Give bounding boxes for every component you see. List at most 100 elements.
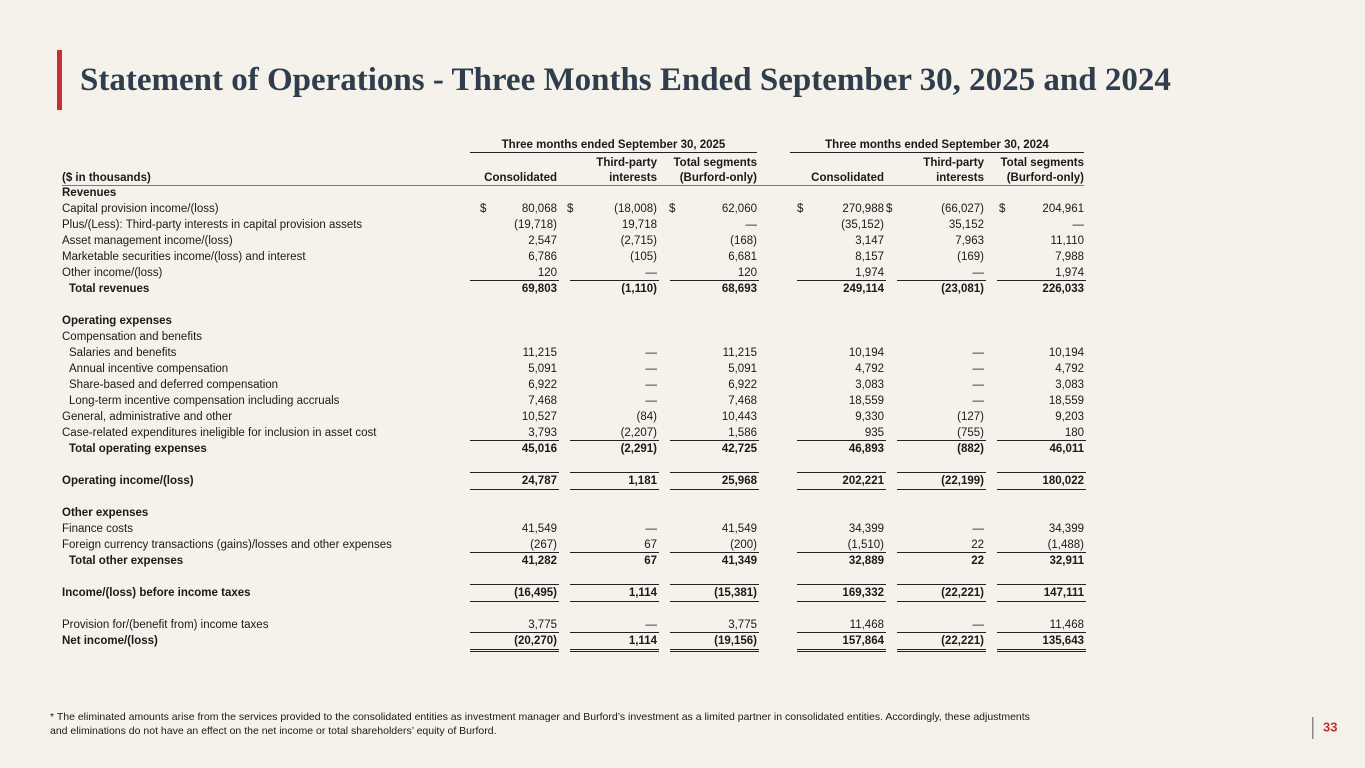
cell-value: 8,157 — [855, 251, 884, 263]
row-label: Salaries and benefits — [69, 347, 177, 359]
cell-value: (16,495) — [514, 587, 557, 599]
cell-value: 120 — [738, 267, 757, 279]
cell-value: 19,718 — [622, 219, 657, 231]
cell-value: 1,974 — [1055, 267, 1084, 279]
cell-value: 6,922 — [528, 379, 557, 391]
currency-symbol: $ — [669, 203, 676, 215]
row-label: Asset management income/(loss) — [62, 235, 233, 247]
cell-value: 5,091 — [528, 363, 557, 375]
footnote: and eliminations do not have an effect o… — [50, 725, 497, 737]
cell-value: (35,152) — [841, 219, 884, 231]
cell-value: 46,011 — [1049, 443, 1084, 455]
row-label: Foreign currency transactions (gains)/lo… — [62, 539, 392, 551]
currency-symbol: $ — [480, 203, 487, 215]
cell-value: 1,586 — [728, 427, 757, 439]
cell-value: 6,681 — [728, 251, 757, 263]
cell-value: 7,963 — [955, 235, 984, 247]
cell-value: 6,922 — [728, 379, 757, 391]
cell-value: 3,083 — [1055, 379, 1084, 391]
cell-value: (15,381) — [714, 587, 757, 599]
cell-value: 204,961 — [1042, 203, 1084, 215]
cell-value: 135,643 — [1042, 635, 1084, 647]
cell-value: (169) — [957, 251, 984, 263]
cell-value: (23,081) — [941, 283, 984, 295]
cell-value: 32,889 — [849, 555, 884, 567]
row-label: Annual incentive compensation — [69, 363, 228, 375]
row-label: Total revenues — [69, 283, 149, 295]
column-header: Consolidated — [484, 172, 557, 184]
currency-symbol: $ — [886, 203, 893, 215]
cell-value: 11,468 — [850, 619, 884, 631]
cell-value: 80,068 — [522, 203, 557, 215]
cell-value: 2,547 — [528, 235, 557, 247]
cell-value: 9,203 — [1055, 411, 1084, 423]
cell-value: 25,968 — [722, 475, 758, 487]
cell-value: 180 — [1065, 427, 1084, 439]
row-label: Capital provision income/(loss) — [62, 203, 219, 215]
row-label: Plus/(Less): Third-party interests in ca… — [62, 219, 362, 231]
column-header: Third-party — [596, 157, 657, 169]
cell-value: 1,114 — [629, 587, 658, 599]
cell-value: 7,468 — [728, 395, 757, 407]
cell-value: 3,083 — [855, 379, 884, 391]
cell-value: 11,468 — [1050, 619, 1084, 631]
row-label: Total other expenses — [69, 555, 183, 567]
cell-value: 32,911 — [1049, 555, 1084, 567]
row-label: Net income/(loss) — [62, 635, 158, 647]
cell-value: (66,027) — [941, 203, 984, 215]
cell-value: 18,559 — [1049, 395, 1084, 407]
cell-value: 24,787 — [522, 475, 557, 487]
cell-value: 69,803 — [522, 283, 557, 295]
cell-value: 10,527 — [522, 411, 557, 423]
footnote: * The eliminated amounts arise from the … — [50, 711, 1030, 723]
cell-value: 4,792 — [1055, 363, 1084, 375]
cell-value: — — [1073, 219, 1085, 231]
cell-value: 3,775 — [728, 619, 757, 631]
cell-value: — — [973, 363, 985, 375]
cell-value: (18,008) — [614, 203, 657, 215]
column-header: interests — [936, 172, 984, 184]
cell-value: — — [973, 619, 985, 631]
row-label: General, administrative and other — [62, 411, 232, 423]
cell-value: 1,181 — [628, 475, 657, 487]
row-label: Other expenses — [62, 507, 148, 519]
cell-value: (1,510) — [848, 539, 885, 551]
cell-value: 10,194 — [1049, 347, 1085, 359]
cell-value: 7,468 — [528, 395, 557, 407]
cell-value: — — [646, 347, 658, 359]
cell-value: 249,114 — [843, 283, 885, 295]
cell-value: 202,221 — [842, 475, 884, 487]
cell-value: 41,349 — [722, 555, 757, 567]
cell-value: 169,332 — [842, 587, 884, 599]
cell-value: 3,775 — [528, 619, 557, 631]
row-label: Finance costs — [62, 523, 133, 535]
cell-value: 157,864 — [842, 635, 884, 647]
cell-value: (882) — [957, 443, 984, 455]
row-label: Compensation and benefits — [62, 331, 202, 343]
cell-value: 3,147 — [855, 235, 884, 247]
column-header: Consolidated — [811, 172, 884, 184]
cell-value: — — [973, 267, 985, 279]
cell-value: 11,110 — [1051, 235, 1084, 247]
cell-value: (168) — [730, 235, 757, 247]
cell-value: 3,793 — [528, 427, 557, 439]
cell-value: 41,549 — [722, 523, 757, 535]
cell-value: 226,033 — [1042, 283, 1084, 295]
cell-value: 11,215 — [523, 347, 557, 359]
cell-value: 120 — [538, 267, 557, 279]
cell-value: 180,022 — [1042, 475, 1084, 487]
cell-value: 1,974 — [855, 267, 884, 279]
row-label: Operating income/(loss) — [62, 475, 194, 487]
cell-value: 42,725 — [722, 443, 758, 455]
cell-value: 4,792 — [855, 363, 884, 375]
cell-value: (267) — [530, 539, 557, 551]
cell-value: 11,215 — [723, 347, 757, 359]
cell-value: 41,549 — [522, 523, 557, 535]
cell-value: — — [646, 363, 658, 375]
cell-value: 5,091 — [728, 363, 757, 375]
column-header: interests — [609, 172, 657, 184]
currency-symbol: $ — [567, 203, 574, 215]
row-label: Share-based and deferred compensation — [69, 379, 278, 391]
cell-value: 34,399 — [849, 523, 884, 535]
cell-value: — — [646, 379, 658, 391]
